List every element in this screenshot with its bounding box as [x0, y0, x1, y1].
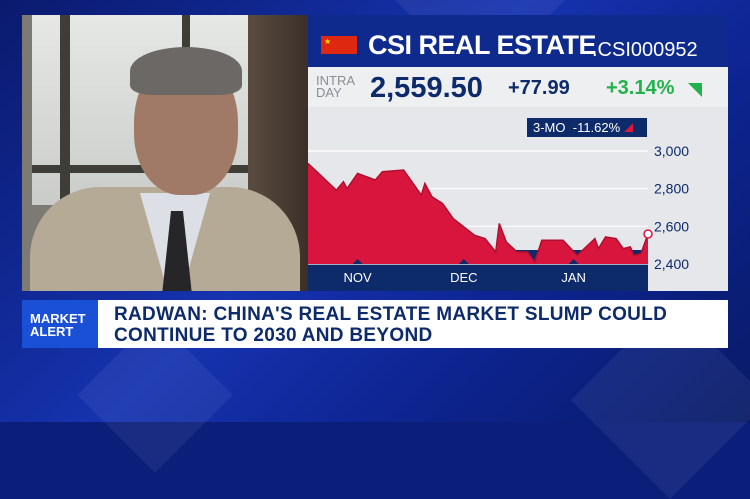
- index-title: CSI REAL ESTATE: [368, 30, 596, 61]
- x-tick-label: DEC: [450, 270, 477, 285]
- lower-third: MARKET ALERT RADWAN: CHINA'S REAL ESTATE…: [22, 300, 728, 348]
- alert-label-line2: ALERT: [30, 325, 98, 338]
- headline-line1: RADWAN: CHINA'S REAL ESTATE MARKET SLUMP…: [114, 304, 667, 325]
- last-price-marker: [644, 230, 652, 238]
- y-tick-label: 2,400: [654, 256, 689, 272]
- headline-line2: CONTINUE TO 2030 AND BEYOND: [114, 325, 667, 346]
- china-flag-icon: ★: [321, 36, 357, 54]
- x-tick-label: NOV: [343, 270, 372, 285]
- price-area: [308, 163, 648, 264]
- price-change: +77.99: [508, 77, 570, 100]
- y-tick-label: 3,000: [654, 143, 689, 159]
- chart-header: ★ CSI REAL ESTATE .CSI000952: [308, 15, 728, 67]
- y-tick-label: 2,600: [654, 218, 689, 234]
- percent-change: +3.14%: [606, 77, 674, 100]
- headline: RADWAN: CHINA'S REAL ESTATE MARKET SLUMP…: [114, 304, 667, 346]
- index-ticker: .CSI000952: [592, 39, 698, 62]
- guest-video-feed: [22, 15, 308, 291]
- up-arrow-icon: [688, 83, 702, 97]
- y-tick-label: 2,800: [654, 181, 689, 197]
- quote-bar: INTRA DAY 2,559.50 +77.99 +3.14%: [308, 67, 728, 107]
- x-tick-label: JAN: [561, 270, 586, 285]
- guest-hair: [130, 47, 242, 95]
- market-alert-label: MARKET ALERT: [22, 300, 98, 348]
- market-chart-panel: ★ CSI REAL ESTATE .CSI000952 INTRA DAY 2…: [308, 15, 728, 291]
- price: 2,559.50: [370, 72, 483, 105]
- price-chart: 3,000 2,800 2,600 2,400 NOV DEC JAN: [308, 107, 728, 291]
- intraday-label: INTRA DAY: [316, 75, 371, 99]
